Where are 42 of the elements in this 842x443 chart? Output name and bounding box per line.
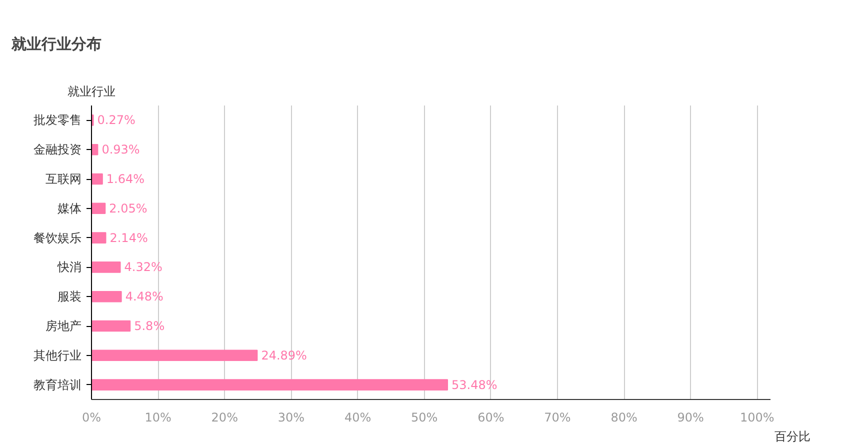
x-tick-label: 70% (544, 410, 571, 424)
x-tick-label: 20% (211, 410, 238, 424)
x-tick-label: 40% (344, 410, 372, 424)
y-tick-label: 服装 (58, 290, 82, 304)
data-label: 2.05% (109, 201, 148, 216)
data-label: 2.14% (110, 230, 148, 245)
bar (92, 262, 121, 273)
data-label: 4.32% (124, 260, 162, 274)
chart-title: 就业行业分布 (10, 35, 102, 53)
y-tick-label: 房地产 (46, 319, 82, 333)
bar (92, 290, 122, 302)
bar (92, 232, 106, 244)
x-tick-label: 100% (740, 410, 774, 424)
bar (92, 173, 103, 185)
x-tick-label: 0% (82, 410, 102, 424)
x-tick-label: 90% (677, 410, 704, 424)
data-label: 4.48% (125, 290, 164, 304)
x-tick-label: 30% (278, 410, 305, 424)
y-tick-label: 餐饮娱乐 (34, 230, 82, 245)
bar (92, 379, 448, 390)
bar (92, 350, 258, 362)
x-tick-label: 80% (610, 410, 638, 424)
x-axis-title: 百分比 (774, 430, 810, 443)
y-tick-label: 批发零售 (34, 113, 82, 128)
data-label: 1.64% (106, 172, 145, 186)
data-label: 24.89% (261, 348, 307, 362)
y-tick-label: 互联网 (46, 172, 82, 186)
y-axis-title: 就业行业 (68, 84, 116, 98)
y-tick-label: 快消 (56, 260, 82, 274)
x-tick-label: 60% (478, 410, 504, 424)
data-label: 5.8% (134, 319, 165, 333)
y-tick-label: 其他行业 (34, 348, 82, 362)
data-label: 0.27% (97, 113, 136, 128)
data-label: 53.48% (452, 378, 498, 392)
bar (92, 320, 131, 332)
x-tick-label: 10% (144, 410, 172, 424)
bar (92, 202, 106, 214)
y-tick-label: 金融投资 (34, 142, 82, 157)
y-tick-label: 媒体 (58, 201, 82, 216)
y-tick-label: 教育培训 (34, 378, 82, 392)
data-label: 0.93% (102, 142, 140, 157)
x-tick-label: 50% (411, 410, 438, 424)
